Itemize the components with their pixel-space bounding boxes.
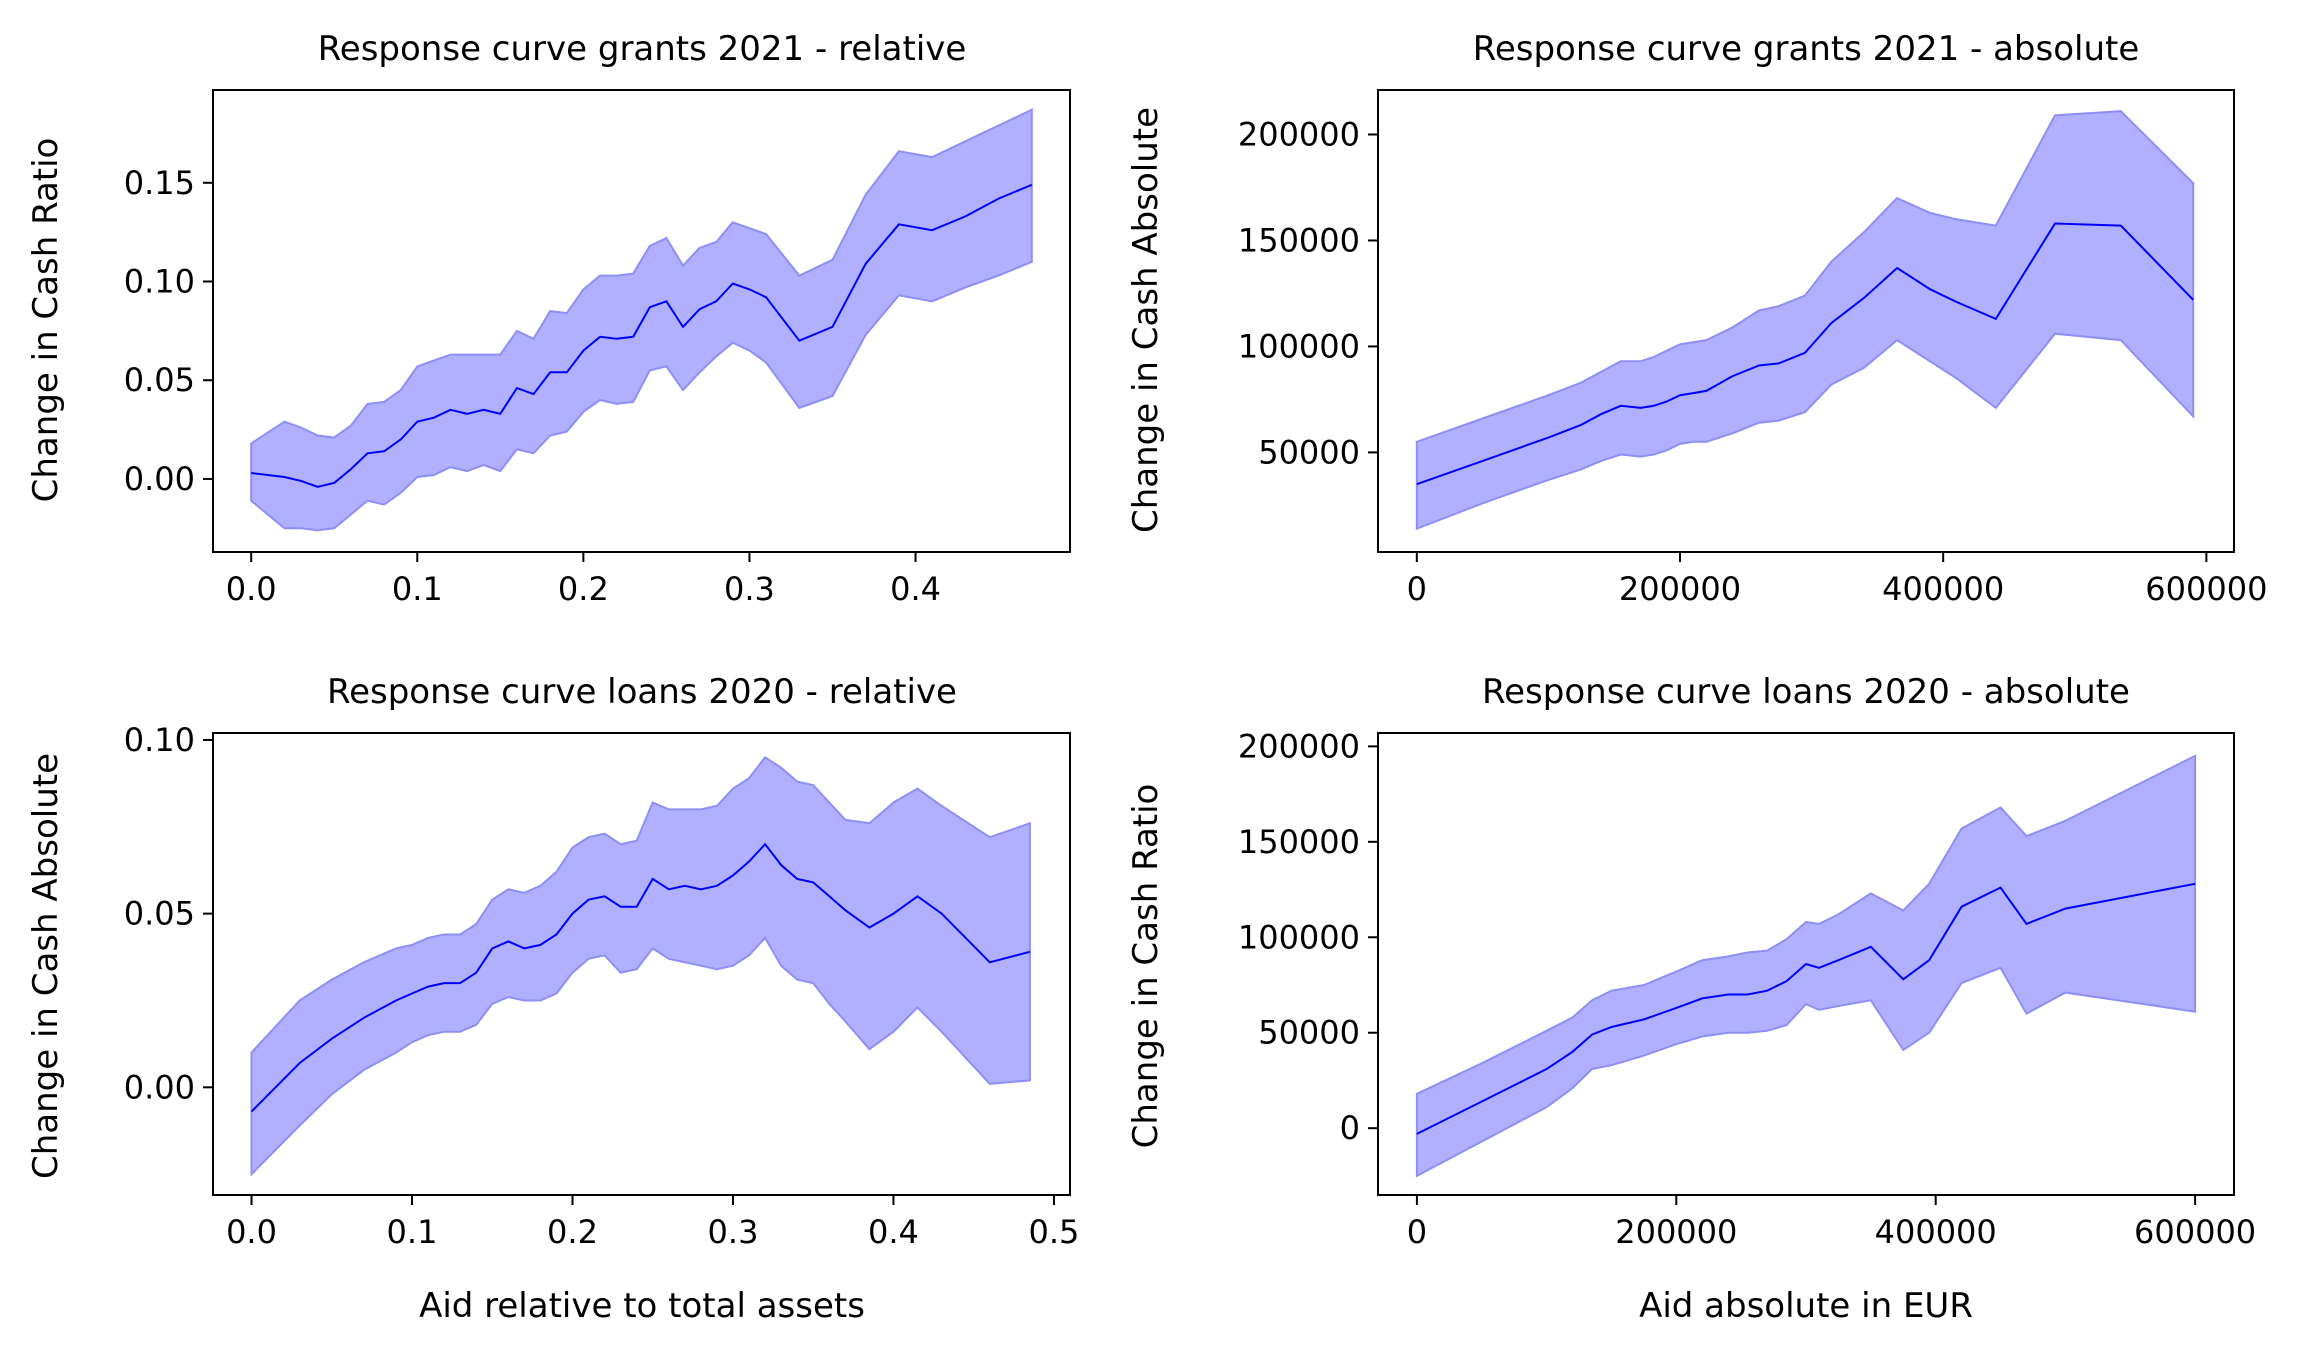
x-tick-label: 0.1 <box>387 1213 438 1251</box>
y-axis-label: Change in Cash Absolute <box>1126 107 1166 533</box>
x-tick-label: 0.4 <box>868 1213 919 1251</box>
confidence-band <box>1415 754 2197 1178</box>
y-tick-label: 50000 <box>1258 1014 1360 1052</box>
y-tick-label: 100000 <box>1238 327 1360 365</box>
plot-area: 0 200000 400000 600000 50000 100000 150000 2000… <box>1238 89 2267 608</box>
y-axis-label: Change in Cash Ratio <box>26 138 66 503</box>
y-tick-label: 150000 <box>1238 221 1360 259</box>
y-tick-label: 0.10 <box>124 721 195 759</box>
y-tick-label: 0.05 <box>124 361 195 399</box>
x-tick-label: 200000 <box>1615 1213 1737 1251</box>
y-tick-label: 0.15 <box>124 164 195 202</box>
response-line <box>250 842 1031 1113</box>
y-tick-label: 200000 <box>1238 727 1360 765</box>
panel-title: Response curve loans 2020 - absolute <box>1482 672 2130 712</box>
x-tick-label: 0.0 <box>226 1213 277 1251</box>
plot-area: 0 200000 400000 600000 0 50000 100000 150000 200… <box>1238 727 2256 1251</box>
panel-loans-2020-relative: Response curve loans 2020 - relative Cha… <box>26 672 1079 1326</box>
plot-area: 0.0 0.1 0.2 0.3 0.4 0.00 0.05 0.10 0.15 <box>124 89 1071 608</box>
y-tick-label: 50000 <box>1258 433 1360 471</box>
plot-area: 0.0 0.1 0.2 0.3 0.4 0.5 0.00 0.05 0.10 <box>124 721 1080 1251</box>
x-tick-label: 0.5 <box>1029 1213 1080 1251</box>
response-line <box>251 183 1033 488</box>
panel-title: Response curve loans 2020 - relative <box>327 672 957 712</box>
x-tick-label: 0.3 <box>708 1213 759 1251</box>
y-tick-label: 100000 <box>1238 918 1360 956</box>
axes-frame <box>212 732 1071 1196</box>
axes-frame <box>1377 89 2235 553</box>
y-tick-label: 0 <box>1340 1109 1360 1147</box>
x-tick-label: 0.0 <box>226 570 277 608</box>
confidence-band <box>250 755 1031 1177</box>
axes-frame <box>1377 732 2235 1196</box>
panel-title: Response curve grants 2021 - absolute <box>1473 29 2140 69</box>
panel-title: Response curve grants 2021 - relative <box>318 29 967 69</box>
x-tick-label: 600000 <box>2145 570 2267 608</box>
x-tick-label: 0.2 <box>558 570 609 608</box>
x-axis-label: Aid absolute in EUR <box>1639 1286 1973 1326</box>
panel-grants-2021-relative: Response curve grants 2021 - relative Ch… <box>26 29 1071 608</box>
y-tick-label: 150000 <box>1238 823 1360 861</box>
response-line <box>1416 222 2194 486</box>
panel-loans-2020-absolute: Response curve loans 2020 - absolute Cha… <box>1126 672 2256 1326</box>
x-tick-label: 0 <box>1407 570 1427 608</box>
x-tick-label: 0.2 <box>547 1213 598 1251</box>
y-tick-label: 0.00 <box>124 1068 195 1106</box>
y-axis-label: Change in Cash Absolute <box>26 753 66 1179</box>
x-tick-label: 400000 <box>1875 1213 1997 1251</box>
x-tick-label: 200000 <box>1619 570 1741 608</box>
y-tick-label: 200000 <box>1238 116 1360 154</box>
x-tick-label: 600000 <box>2134 1213 2256 1251</box>
x-tick-label: 400000 <box>1882 570 2004 608</box>
x-tick-label: 0.4 <box>890 570 941 608</box>
x-tick-label: 0.1 <box>392 570 443 608</box>
panel-grants-2021-absolute: Response curve grants 2021 - absolute Ch… <box>1126 29 2267 608</box>
x-tick-label: 0.3 <box>724 570 775 608</box>
response-line <box>1416 882 2196 1135</box>
y-tick-label: 0.05 <box>124 895 195 933</box>
y-axis-label: Change in Cash Ratio <box>1126 784 1166 1149</box>
x-axis-label: Aid relative to total assets <box>419 1286 865 1326</box>
y-tick-label: 0.10 <box>124 263 195 301</box>
x-tick-label: 0 <box>1407 1213 1427 1251</box>
confidence-band <box>1415 110 2195 531</box>
y-tick-label: 0.00 <box>124 460 195 498</box>
axes-frame <box>212 89 1071 553</box>
